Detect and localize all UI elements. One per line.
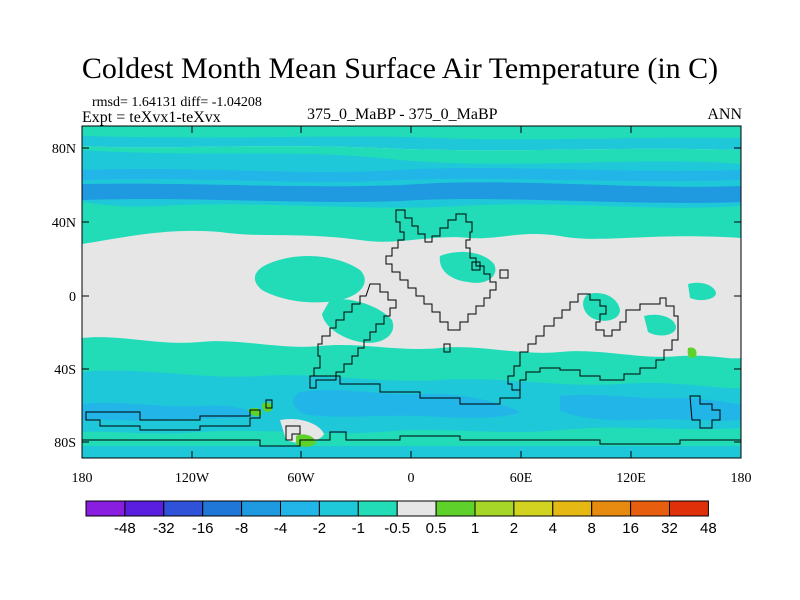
x-tick-label: 180 [731,471,752,486]
field-region [292,390,520,418]
colorbar-label: -48 [114,520,136,537]
colorbar-swatch [318,500,359,517]
colorbar-label: 16 [622,520,639,537]
colorbar-label: 8 [588,520,596,537]
colorbar: -48 -32 -16 -8 -4 -2 -1 -0.5 0.5 1 2 4 8 16 32 48 [85,500,717,537]
x-tick-label: 180 [72,471,93,486]
colorbar-swatch [474,500,515,517]
coastline [309,283,397,389]
colorbar-label: 48 [700,520,717,537]
coastline [499,269,509,279]
field-region [644,314,676,336]
x-tick-label: 60E [510,471,533,486]
coastline [385,209,497,331]
colorbar-label: 1 [471,520,479,537]
colorbar-swatch [435,500,476,517]
coastline [443,343,451,353]
field-region [688,282,716,301]
runs-line: 375_0_MaBP - 375_0_MaBP [307,106,498,123]
colorbar-swatch [357,500,398,517]
expt-line: Expt = teXvx1-teXvx [82,109,221,126]
colorbar-swatch [124,500,165,517]
colorbar-swatch [552,500,593,517]
colorbar-swatch [202,500,243,517]
coastline [82,431,741,447]
stats-line: rmsd= 1.64131 diff= -1.04208 [92,95,262,110]
colorbar-label: 0.5 [426,520,447,537]
y-tick-label: 80S [54,436,76,451]
map-field [82,126,741,458]
colorbar-label: -4 [274,520,287,537]
x-tick-label: 0 [408,471,415,486]
y-tick-label: 0 [69,290,76,305]
field-region [254,256,365,303]
y-tick-label: 40N [52,216,76,231]
colorbar-swatch [630,500,670,517]
colorbar-label: 2 [510,520,518,537]
field-region [82,182,741,203]
coastline [285,425,301,441]
coastline [507,293,679,391]
colorbar-label: -2 [313,520,326,537]
coastline [689,395,721,429]
y-tick-label: 80N [52,142,76,157]
field-region [262,402,273,412]
axis-ticks [81,126,742,458]
colorbar-label: -0.5 [384,520,410,537]
field-region [280,418,324,443]
colorbar-swatch [85,500,126,517]
field-region [560,394,741,421]
colorbar-swatch [280,500,320,517]
colorbar-label: -32 [153,520,175,537]
field-region [296,434,316,447]
colorbar-label: 4 [549,520,557,537]
colorbar-label: -8 [235,520,248,537]
colorbar-swatch [591,500,632,517]
coastline [312,375,521,405]
coastlines [82,209,741,447]
colorbar-label: -16 [192,520,214,537]
map-title: Coldest Month Mean Surface Air Temperatu… [81,52,719,85]
field-region [439,251,496,283]
x-tick-label: 60W [287,471,315,486]
x-tick-label: 120E [616,471,646,486]
field-region [82,168,741,182]
colorbar-swatch [241,500,282,517]
coastline [471,261,481,271]
colorbar-swatch [396,500,437,517]
colorbar-swatch [163,500,204,517]
y-tick-label: 40S [54,363,76,378]
colorbar-label: -1 [352,520,365,537]
x-tick-label: 120W [175,471,210,486]
coastline [85,409,261,431]
season-label: ANN [707,106,742,123]
colorbar-swatch [513,500,554,517]
coastline [265,399,273,409]
colorbar-label: 32 [661,520,678,537]
colorbar-swatch [669,500,709,517]
field-region [687,347,697,358]
